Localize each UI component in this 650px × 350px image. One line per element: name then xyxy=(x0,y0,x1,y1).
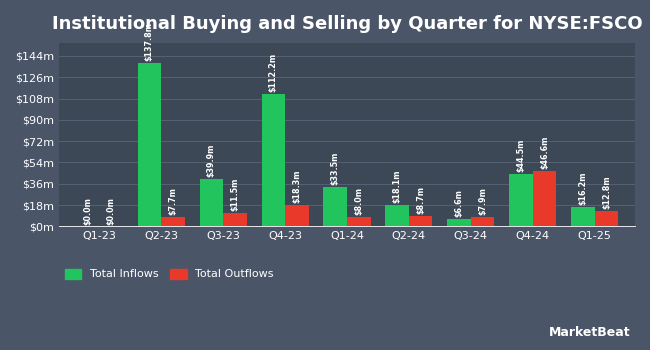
Bar xyxy=(324,187,347,226)
Text: $46.6m: $46.6m xyxy=(540,136,549,169)
Bar xyxy=(347,217,370,226)
Title: Institutional Buying and Selling by Quarter for NYSE:FSCO: Institutional Buying and Selling by Quar… xyxy=(52,15,642,33)
Text: $7.7m: $7.7m xyxy=(168,188,177,216)
Text: $16.2m: $16.2m xyxy=(578,172,588,205)
Text: $11.5m: $11.5m xyxy=(230,177,239,211)
Bar xyxy=(161,217,185,226)
Text: $112.2m: $112.2m xyxy=(269,52,278,92)
Text: $0.0m: $0.0m xyxy=(107,197,116,225)
Text: MarketBeat: MarketBeat xyxy=(549,327,630,340)
Text: $18.1m: $18.1m xyxy=(393,170,402,203)
Bar xyxy=(471,217,495,226)
Legend: Total Inflows, Total Outflows: Total Inflows, Total Outflows xyxy=(64,269,274,279)
Bar xyxy=(223,213,246,226)
Bar xyxy=(447,218,471,226)
Text: $137.8m: $137.8m xyxy=(145,22,154,62)
Bar xyxy=(138,63,161,226)
Text: $44.5m: $44.5m xyxy=(517,139,526,172)
Text: $18.3m: $18.3m xyxy=(292,169,302,203)
Bar xyxy=(571,207,595,226)
Text: $12.8m: $12.8m xyxy=(602,176,611,209)
Text: $0.0m: $0.0m xyxy=(83,197,92,225)
Bar xyxy=(595,211,618,226)
Bar xyxy=(385,205,409,226)
Bar xyxy=(261,93,285,226)
Bar xyxy=(409,216,432,226)
Bar xyxy=(285,205,309,226)
Text: $7.9m: $7.9m xyxy=(478,187,487,215)
Bar xyxy=(509,174,533,226)
Text: $8.7m: $8.7m xyxy=(416,186,425,214)
Text: $6.6m: $6.6m xyxy=(454,189,463,217)
Text: $39.9m: $39.9m xyxy=(207,144,216,177)
Text: $33.5m: $33.5m xyxy=(331,152,340,185)
Bar xyxy=(533,171,556,226)
Bar xyxy=(200,179,223,226)
Text: $8.0m: $8.0m xyxy=(354,187,363,215)
